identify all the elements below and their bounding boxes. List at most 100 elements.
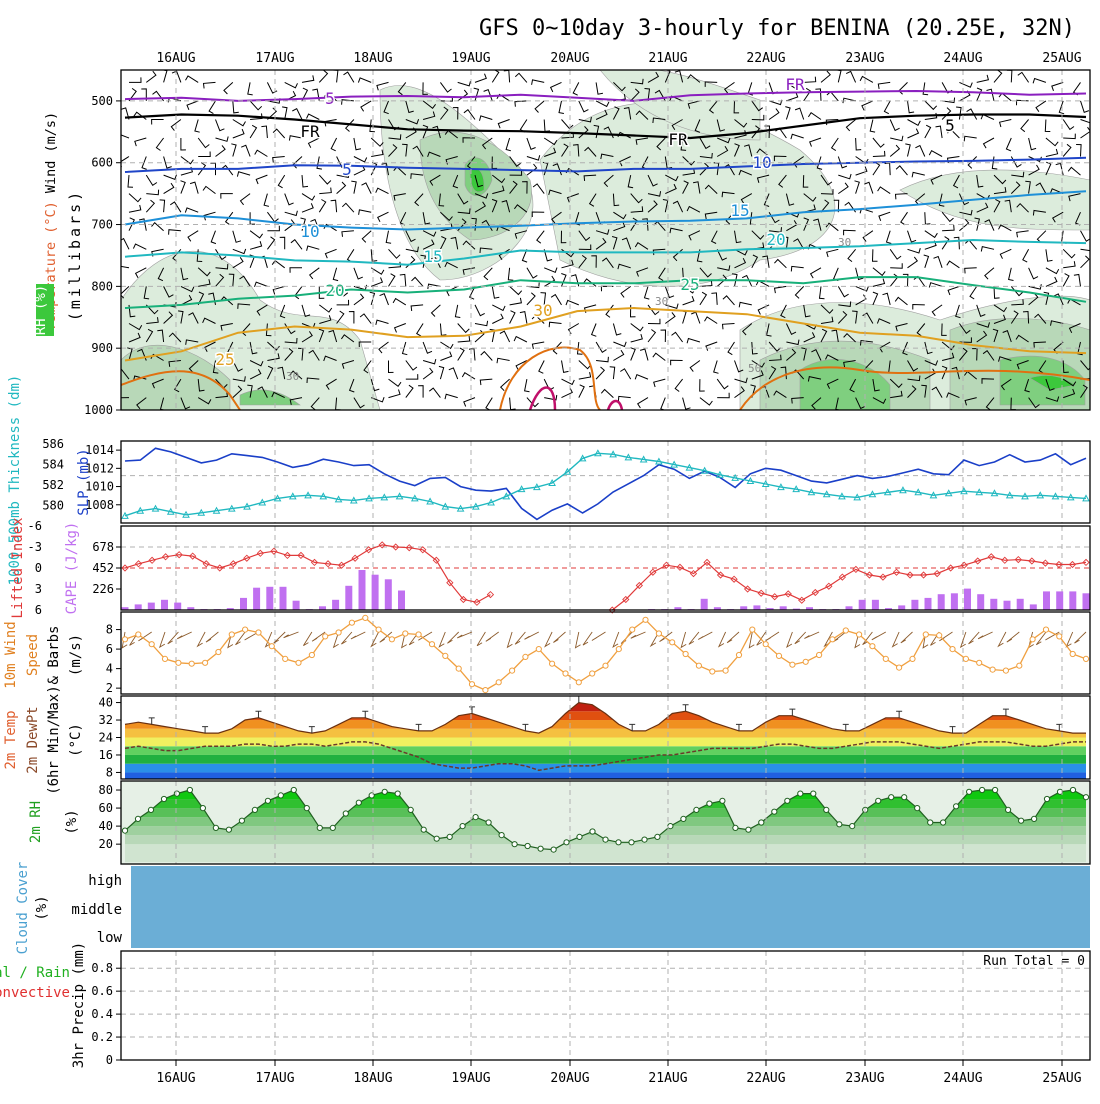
wind-barb (872, 278, 886, 287)
wind-barb (643, 286, 650, 300)
wind-barb (884, 162, 891, 176)
wind-barb (353, 293, 365, 306)
wind-barb (1011, 299, 1024, 306)
wind-barb (717, 265, 731, 271)
contour-label: FR (300, 122, 320, 141)
wind-barb (560, 230, 567, 244)
wind-barb (1010, 310, 1019, 324)
wind-barb (924, 230, 938, 239)
rh-marker (1031, 815, 1038, 823)
thickness-marker (365, 494, 373, 502)
slp-tick: 1008 (85, 498, 114, 512)
rh-marker (147, 806, 155, 814)
wind-barb (600, 388, 614, 398)
thickness-marker (822, 490, 831, 498)
thickness-marker (1036, 491, 1045, 499)
wind-barb (370, 378, 380, 392)
wind-barb (820, 328, 828, 343)
wind-barb (198, 279, 211, 287)
wind10-marker (562, 670, 569, 677)
wind-barb (514, 100, 527, 107)
thickness-marker (883, 488, 892, 496)
wind-barb (811, 397, 822, 410)
rh-legend-text: RH (%) (33, 285, 49, 336)
wind10-marker (161, 655, 169, 663)
wind-barb (671, 331, 684, 343)
wind-barb (595, 109, 608, 120)
wind-barb (786, 339, 800, 346)
wind10-ylabel-3: & Barbs (46, 625, 62, 684)
lifted-index-marker (1068, 560, 1077, 569)
thickness-marker (777, 483, 785, 491)
wind-barb (689, 360, 701, 372)
rh-frame (120, 780, 1091, 865)
wind-barb (121, 107, 130, 120)
wind-barb (1053, 293, 1064, 306)
wind-barb (984, 267, 995, 280)
temp-minmax-bar (522, 723, 529, 731)
wind-barb (428, 387, 441, 398)
thickness-marker (914, 488, 923, 496)
wind-barb (578, 372, 592, 380)
wind-barb (188, 312, 199, 324)
wind-barb (410, 173, 424, 179)
wind-barb (584, 146, 597, 157)
wind-barb (647, 191, 662, 197)
wind-barb (1024, 378, 1030, 393)
wind-barb (411, 276, 424, 287)
wind-barb (682, 180, 689, 194)
wind-barb (249, 360, 264, 367)
rh-marker (160, 795, 168, 803)
surface-barb (765, 631, 780, 642)
cloud-cover-panel: high middle low Cloud Cover (%) (15, 862, 1090, 954)
wind-barb (405, 230, 416, 243)
thickness-marker (441, 502, 450, 510)
wind-barb (128, 204, 142, 213)
wind-barb (509, 286, 523, 296)
rh-marker (875, 797, 882, 804)
wind-barb (224, 211, 234, 226)
wind-barb (803, 217, 810, 231)
wind-barb (279, 236, 286, 250)
contour-30-orange (121, 370, 241, 410)
lifted-index-marker (392, 543, 400, 551)
wind-barb (226, 341, 234, 356)
surface-barb (891, 631, 900, 648)
wind-barb (194, 119, 200, 133)
wind-barb (652, 352, 666, 361)
wind-barb (272, 128, 286, 139)
wind-barb (388, 134, 402, 140)
li-tick: 3 (35, 582, 42, 596)
wind-barb (377, 211, 389, 223)
contour-35-magenta-b (606, 399, 624, 410)
cape-bar (1043, 591, 1050, 610)
wind-barb (306, 113, 320, 120)
wind-barb (941, 107, 952, 120)
surface-barb (649, 631, 660, 648)
wind-barb (370, 249, 378, 262)
lifted-index-marker (1082, 558, 1090, 567)
wind-barb (359, 313, 372, 324)
surface-barb (1035, 631, 1047, 646)
wind10-ylabel-4: (m/s) (68, 634, 84, 676)
wind10-marker (735, 651, 743, 659)
thickness-marker (410, 494, 419, 502)
ytick-label: 1000 (84, 403, 113, 417)
wind-barb (301, 203, 314, 213)
wind-barb (1032, 209, 1046, 216)
ytick-label: 800 (91, 279, 113, 293)
lifted-index-marker (161, 553, 170, 561)
rh-marker (745, 826, 752, 833)
wind-10m-panel: 8 6 4 2 10m Wind Speed & Barbs (m/s) (3, 611, 1091, 695)
wind-barb (924, 360, 939, 366)
cape-bar (845, 606, 853, 610)
wind-barb (332, 267, 339, 282)
wind-barb (790, 133, 804, 140)
wind-barb (725, 211, 735, 225)
surface-barb (1006, 631, 1020, 643)
rh-marker (823, 806, 830, 814)
wind-barb (361, 182, 372, 194)
wind-barb (820, 316, 834, 324)
wind-barb (254, 149, 268, 157)
wind-barb (889, 378, 903, 389)
